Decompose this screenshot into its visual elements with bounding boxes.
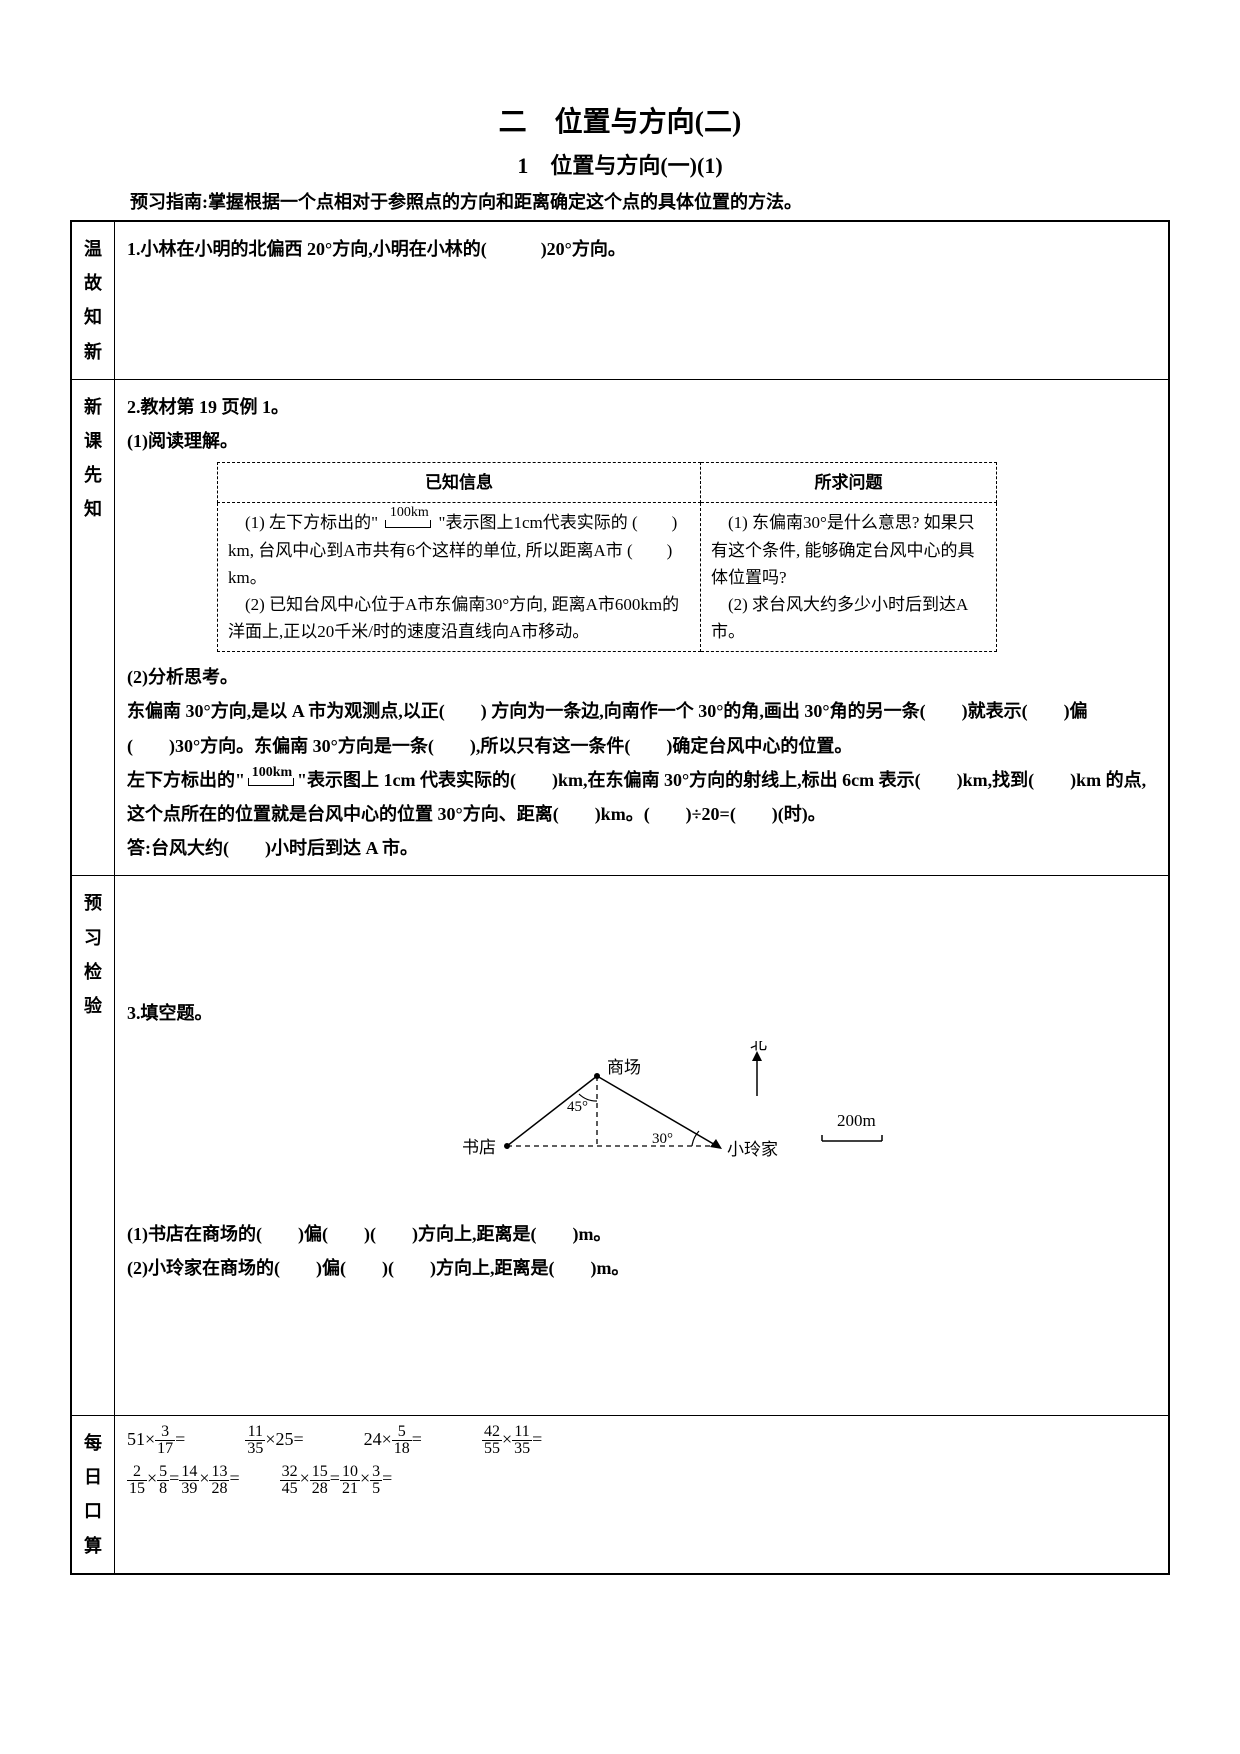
q2-read: (1)阅读理解。: [127, 424, 1156, 458]
direction-diagram: 北 200m 商场 书店 小玲家: [292, 1041, 992, 1211]
section-1-content: 1.小林在小明的北偏西 20°方向,小明在小林的( )20°方向。: [115, 221, 1170, 379]
info-col2: 所求问题: [700, 463, 996, 503]
calc-row-1: 51×317= 1135×25= 24×518= 4255×1135=: [127, 1422, 1156, 1457]
q2-think: (2)分析思考。: [127, 660, 1156, 694]
scale-label: 200m: [837, 1111, 876, 1130]
q3-head: 3.填空题。: [127, 996, 1156, 1030]
section-3-content: 3.填空题。 北 200m 商场 书店: [115, 876, 1170, 1416]
q2-body2: 左下方标出的"100km"表示图上 1cm 代表实际的( )km,在东偏南 30…: [127, 763, 1156, 831]
info-table: 已知信息 所求问题 (1) 左下方标出的" 100km "表示图上1cm代表实际…: [217, 462, 997, 652]
q2-body1: 东偏南 30°方向,是以 A 市为观测点,以正( ) 方向为一条边,向南作一个 …: [127, 694, 1156, 762]
lesson-subtitle: 1 位置与方向(一)(1): [70, 148, 1170, 180]
svg-text:书店: 书店: [462, 1138, 496, 1157]
info-right: (1) 东偏南30°是什么意思? 如果只有这个条件, 能够确定台风中心的具体位置…: [700, 503, 996, 652]
section-label-2: 新课先知: [71, 379, 115, 876]
calc-row-2: 215×58=1439×1328= 3245×1528=1021×35=: [127, 1461, 1156, 1496]
info-left: (1) 左下方标出的" 100km "表示图上1cm代表实际的 ( ) km, …: [218, 503, 701, 652]
svg-text:45°: 45°: [567, 1099, 588, 1115]
section-label-1: 温故知新: [71, 221, 115, 379]
section-4-content: 51×317= 1135×25= 24×518= 4255×1135= 215×…: [115, 1415, 1170, 1573]
section-label-4: 每日口算: [71, 1415, 115, 1573]
q3-2: (2)小玲家在商场的( )偏( )( )方向上,距离是( )m。: [127, 1251, 1156, 1285]
q1-text: 1.小林在小明的北偏西 20°方向,小明在小林的( )20°方向。: [127, 239, 626, 259]
q2-head: 2.教材第 19 页例 1。: [127, 390, 1156, 424]
section-label-3: 预习检验: [71, 876, 115, 1416]
north-label: 北: [750, 1041, 767, 1053]
svg-text:小玲家: 小玲家: [727, 1140, 778, 1159]
main-table: 温故知新 1.小林在小明的北偏西 20°方向,小明在小林的( )20°方向。 新…: [70, 220, 1170, 1575]
unit-title: 二 位置与方向(二): [70, 100, 1170, 140]
section-2-content: 2.教材第 19 页例 1。 (1)阅读理解。 已知信息 所求问题 (1) 左下…: [115, 379, 1170, 876]
preview-guide: 预习指南:掌握根据一个点相对于参照点的方向和距离确定这个点的具体位置的方法。: [70, 188, 1170, 214]
info-col1: 已知信息: [218, 463, 701, 503]
svg-text:30°: 30°: [652, 1131, 673, 1147]
q2-answer: 答:台风大约( )小时后到达 A 市。: [127, 831, 1156, 865]
svg-text:商场: 商场: [607, 1058, 641, 1077]
q3-1: (1)书店在商场的( )偏( )( )方向上,距离是( )m。: [127, 1217, 1156, 1251]
